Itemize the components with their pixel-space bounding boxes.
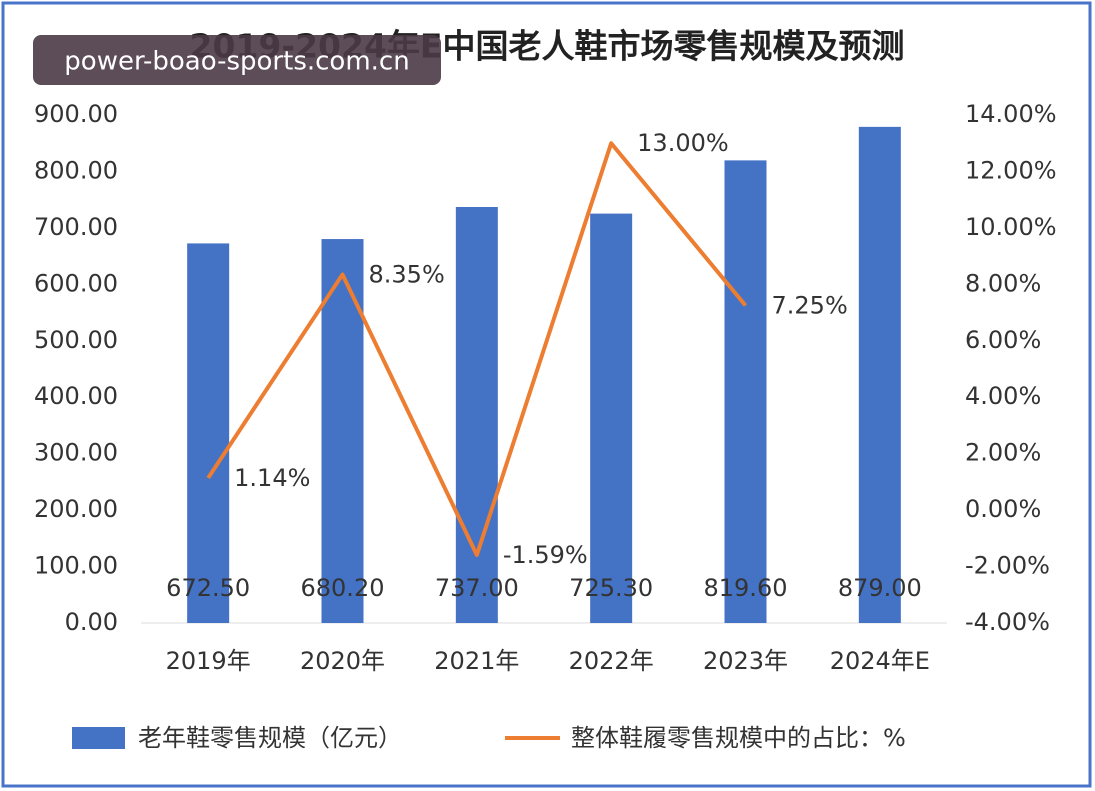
bar: [455, 207, 498, 623]
x-tick-label: 2020年: [300, 647, 385, 675]
line-value-label: 8.35%: [369, 260, 445, 288]
y-tick-label: 300.00: [34, 439, 118, 467]
y2-tick-label: 10.00%: [965, 213, 1057, 241]
line-value-label: -1.59%: [503, 541, 588, 569]
y2-tick-label: -4.00%: [965, 608, 1050, 636]
bar-value-label: 819.60: [704, 574, 788, 602]
bar-value-label: 725.30: [569, 574, 653, 602]
bar-value-label: 680.20: [301, 574, 385, 602]
bar: [724, 160, 767, 623]
y-tick-label: 500.00: [34, 326, 118, 354]
x-tick-label: 2024年E: [830, 647, 930, 675]
watermark: power-boao-sports.com.cn: [64, 47, 409, 77]
x-tick-label: 2021年: [434, 647, 519, 675]
y-tick-label: 400.00: [34, 382, 118, 410]
legend-label: 整体鞋履零售规模中的占比：%: [571, 724, 906, 752]
bar-value-label: 737.00: [435, 574, 519, 602]
y2-tick-label: 12.00%: [965, 156, 1057, 184]
y2-tick-label: 14.00%: [965, 100, 1057, 128]
legend-label: 老年鞋零售规模（亿元）: [138, 724, 402, 752]
bar-value-label: 879.00: [838, 574, 922, 602]
x-tick-label: 2023年: [703, 647, 788, 675]
y2-tick-label: 2.00%: [965, 439, 1041, 467]
x-tick-label: 2019年: [166, 647, 251, 675]
bar: [187, 243, 230, 623]
y-tick-label: 700.00: [34, 213, 118, 241]
y-tick-label: 0.00: [65, 608, 118, 636]
y-tick-label: 600.00: [34, 269, 118, 297]
bar: [858, 126, 901, 623]
watermark-box: [33, 35, 441, 85]
y-tick-label: 900.00: [34, 100, 118, 128]
legend-swatch: [72, 727, 125, 749]
line-value-label: 13.00%: [637, 129, 729, 157]
y-tick-label: 800.00: [34, 156, 118, 184]
x-tick-label: 2022年: [569, 647, 654, 675]
y-tick-label: 100.00: [34, 552, 118, 580]
line-value-label: 7.25%: [772, 292, 848, 320]
y2-tick-label: 6.00%: [965, 326, 1041, 354]
y-tick-label: 200.00: [34, 495, 118, 523]
y2-tick-label: -2.00%: [965, 552, 1050, 580]
line: [206, 141, 748, 557]
y2-tick-label: 8.00%: [965, 269, 1041, 297]
bar-value-label: 672.50: [166, 574, 250, 602]
y2-tick-label: 4.00%: [965, 382, 1041, 410]
y2-tick-label: 0.00%: [965, 495, 1041, 523]
line-value-label: 1.14%: [234, 464, 310, 492]
bar: [590, 213, 633, 623]
